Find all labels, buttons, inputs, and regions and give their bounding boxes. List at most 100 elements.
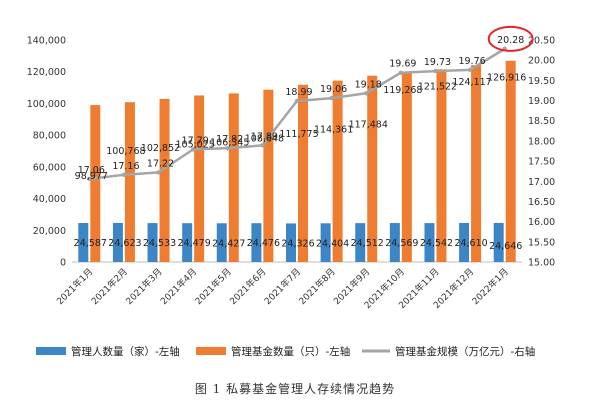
bar-funds: [367, 75, 378, 262]
data-label-managers: 24,427: [212, 238, 245, 249]
data-label-funds: 126,916: [487, 73, 526, 84]
bar-managers: [493, 222, 504, 262]
x-axis-tick: 2021年4月: [158, 266, 199, 307]
legend-swatch-managers: [36, 347, 66, 355]
data-label-managers: 24,623: [108, 238, 141, 249]
right-axis-tick: 20.00: [528, 56, 555, 67]
data-label-managers: 24,542: [420, 238, 453, 249]
x-axis-tick: 2021年3月: [123, 266, 164, 307]
x-axis-tick: 2021年1月: [54, 266, 95, 307]
right-axis-tick: 19.00: [528, 96, 555, 107]
right-axis-tick: 17.50: [528, 157, 555, 168]
right-axis-tick: 19.50: [528, 76, 555, 87]
data-label-scale: 19.69: [389, 59, 416, 70]
left-axis-tick: 40,000: [33, 194, 66, 205]
bar-managers: [355, 223, 366, 262]
legend-label-managers: 管理人数量（家）-左轴: [71, 345, 180, 358]
left-axis-tick: 0: [60, 258, 66, 269]
bar-funds: [90, 105, 101, 263]
left-axis-tick: 20,000: [33, 226, 66, 237]
bar-managers: [459, 222, 470, 262]
legend-swatch-funds: [196, 347, 226, 355]
data-label-funds: 106,345: [210, 137, 249, 148]
data-label-funds: 108,648: [245, 134, 284, 145]
bar-funds: [228, 93, 239, 262]
bar-managers: [424, 223, 435, 262]
bar-managers: [78, 223, 89, 262]
data-label-managers: 24,646: [489, 241, 522, 252]
bar-funds: [124, 102, 135, 262]
line-point: [260, 143, 265, 148]
data-label-funds: 114,361: [314, 125, 353, 136]
bar-funds: [332, 80, 343, 262]
left-axis-tick: 140,000: [27, 36, 66, 47]
data-label-scale: 17.22: [147, 158, 174, 169]
bar-managers: [147, 223, 158, 262]
data-label-scale: 19.18: [355, 79, 382, 90]
data-label-scale: 19.73: [424, 57, 451, 68]
data-label-funds: 105,025: [176, 139, 215, 150]
line-point: [467, 67, 473, 73]
data-label-funds: 100,768: [106, 146, 145, 157]
data-label-funds: 119,268: [383, 85, 422, 96]
left-axis-tick: 120,000: [27, 67, 66, 78]
x-axis-tick: 2021年8月: [296, 266, 337, 307]
data-label-managers: 24,569: [385, 238, 418, 249]
legend-label-scale: 管理基金规模（万亿元）-右轴: [395, 345, 535, 358]
right-axis-tick: 15.00: [528, 258, 555, 269]
x-axis-tick: 2021年7月: [262, 266, 303, 307]
data-label-scale: 17.79: [182, 135, 209, 146]
bar-funds: [159, 98, 170, 262]
line-point: [398, 70, 404, 75]
bar-managers: [251, 223, 262, 262]
data-label-managers: 24,476: [247, 238, 280, 249]
data-label-managers: 24,479: [178, 238, 211, 249]
right-axis-tick: 16.50: [528, 197, 555, 208]
bar-funds: [471, 65, 482, 262]
data-label-funds: 98,977: [75, 171, 108, 182]
data-label-scale: 19.76: [458, 56, 485, 67]
bar-funds: [263, 89, 274, 262]
data-label-scale: 17.16: [112, 161, 139, 172]
data-label-managers: 24,404: [316, 238, 349, 249]
data-label-scale-highlight: 20.28: [497, 35, 524, 46]
line-point: [190, 147, 196, 152]
data-label-managers: 24,326: [281, 238, 314, 249]
bar-managers: [320, 223, 331, 262]
data-label-funds: 111,775: [279, 129, 318, 140]
bar-funds: [401, 72, 412, 262]
left-axis-tick: 80,000: [33, 131, 66, 142]
x-axis-tick: 2021年5月: [192, 266, 233, 307]
line-point: [294, 98, 300, 104]
line-point: [433, 68, 438, 74]
data-label-managers: 24,610: [454, 238, 487, 249]
left-axis-tick: 100,000: [27, 99, 66, 110]
bar-managers: [286, 223, 296, 262]
data-label-managers: 24,512: [351, 238, 384, 249]
data-label-managers: 24,533: [143, 238, 176, 249]
bar-funds: [298, 84, 308, 263]
bar-funds: [194, 95, 205, 262]
bar-funds: [436, 69, 447, 262]
right-axis-tick: 20.50: [528, 36, 555, 47]
line-point: [156, 170, 161, 175]
bar-managers: [182, 223, 193, 262]
line-point: [121, 172, 127, 178]
highlight-circle: [487, 25, 534, 52]
line-point: [225, 145, 230, 151]
data-label-funds: 121,522: [418, 81, 457, 92]
line-point: [364, 91, 369, 96]
legend-label-funds: 管理基金数量（只）-左轴: [231, 345, 350, 358]
line-point: [329, 95, 334, 101]
data-label-scale: 17.89: [251, 131, 278, 142]
bar-managers: [216, 223, 227, 262]
data-label-scale: 19.06: [320, 84, 347, 95]
bar-funds: [505, 60, 516, 263]
x-axis-tick: 2022年1月: [469, 266, 510, 307]
data-label-managers: 24,587: [74, 238, 107, 249]
bar-managers: [112, 222, 123, 262]
data-label-scale: 18.99: [285, 87, 312, 98]
right-axis-tick: 18.50: [528, 116, 555, 127]
